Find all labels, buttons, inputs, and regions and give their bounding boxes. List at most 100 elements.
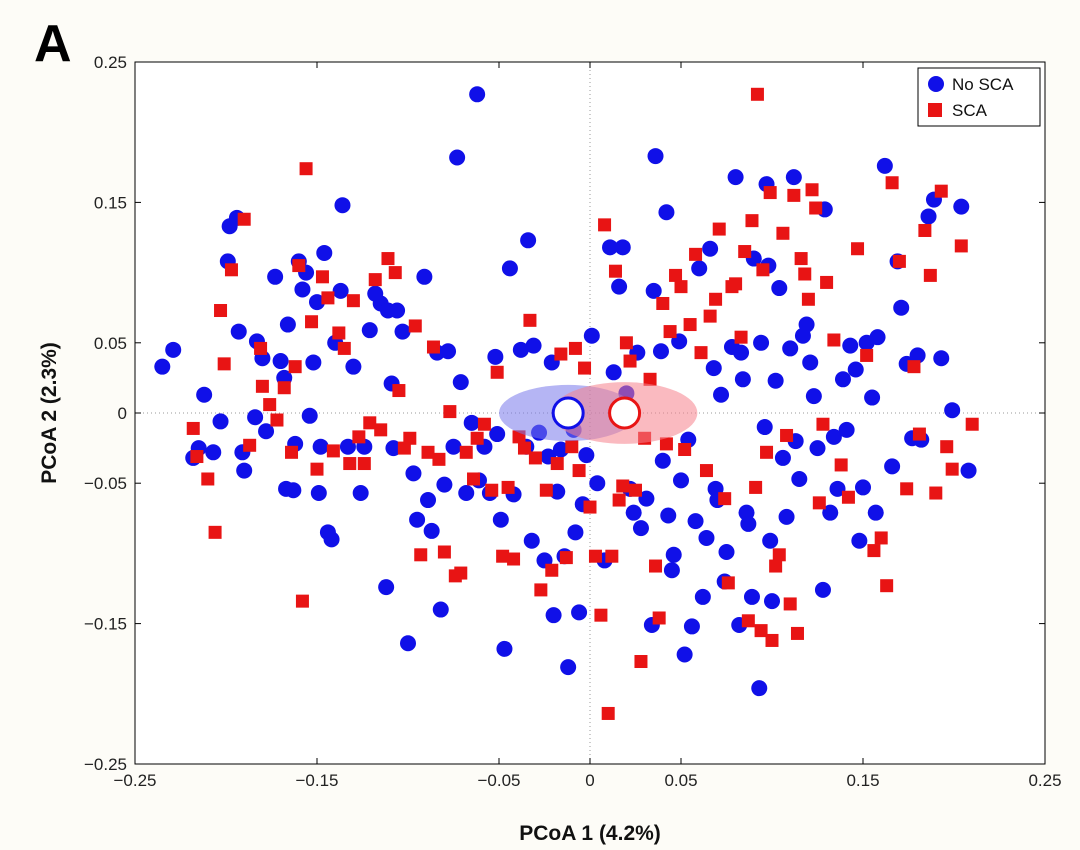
data-point-no-sca: [496, 640, 513, 657]
data-point-no-sca: [611, 278, 628, 295]
data-point-no-sca: [310, 485, 327, 502]
panel-label: A: [34, 15, 72, 73]
data-point-sca: [523, 313, 537, 327]
data-point-sca: [501, 480, 515, 494]
data-point-no-sca: [389, 302, 406, 319]
data-point-no-sca: [864, 389, 881, 406]
data-point-sca: [528, 451, 542, 465]
data-point-sca: [237, 212, 251, 226]
data-point-no-sca: [378, 579, 395, 596]
data-point-no-sca: [944, 402, 961, 419]
data-point-sca: [255, 379, 269, 393]
data-point-no-sca: [663, 562, 680, 579]
data-point-no-sca: [920, 208, 937, 225]
data-point-no-sca: [352, 485, 369, 502]
data-point-no-sca: [469, 86, 486, 103]
data-point-no-sca: [316, 244, 333, 261]
data-point-no-sca: [294, 281, 311, 298]
data-point-sca: [381, 252, 395, 266]
data-point-sca: [326, 444, 340, 458]
data-point-no-sca: [851, 532, 868, 549]
data-point-no-sca: [567, 524, 584, 541]
data-point-no-sca: [869, 329, 886, 346]
data-point-sca: [643, 372, 657, 386]
data-point-sca: [678, 443, 692, 457]
data-point-no-sca: [665, 546, 682, 563]
data-point-no-sca: [165, 341, 182, 358]
data-point-no-sca: [285, 482, 302, 499]
data-point-no-sca: [825, 428, 842, 445]
data-point-no-sca: [733, 344, 750, 361]
data-point-no-sca: [734, 371, 751, 388]
data-point-no-sca: [552, 441, 569, 458]
data-point-no-sca: [525, 337, 542, 354]
data-point-no-sca: [822, 504, 839, 521]
data-point-no-sca: [258, 423, 275, 440]
data-point-sca: [860, 348, 874, 362]
data-point-sca: [756, 263, 770, 277]
data-point-sca: [776, 226, 790, 240]
data-point-sca: [190, 450, 204, 464]
data-point-no-sca: [489, 426, 506, 443]
data-point-no-sca: [791, 470, 808, 487]
data-point-no-sca: [545, 607, 562, 624]
data-point-sca: [254, 341, 268, 355]
data-point-sca: [801, 292, 815, 306]
data-point-sca: [929, 486, 943, 500]
data-point-sca: [712, 222, 726, 236]
data-point-sca: [674, 280, 688, 294]
data-point-no-sca: [501, 260, 518, 277]
data-point-no-sca: [332, 282, 349, 299]
data-point-sca: [694, 346, 708, 360]
data-point-sca: [605, 549, 619, 563]
data-point-no-sca: [691, 260, 708, 277]
data-point-sca: [880, 579, 894, 593]
data-point-no-sca: [523, 532, 540, 549]
data-point-no-sca: [614, 239, 631, 256]
data-point-no-sca: [334, 197, 351, 214]
data-point-sca: [270, 413, 284, 427]
x-tick-label: 0.05: [664, 771, 697, 790]
data-point-no-sca: [743, 588, 760, 605]
x-axis-title: PCoA 1 (4.2%): [519, 822, 661, 845]
data-point-sca: [588, 549, 602, 563]
data-point-no-sca: [909, 347, 926, 364]
data-point-sca: [403, 431, 417, 445]
data-point-sca: [572, 464, 586, 478]
data-point-no-sca: [345, 358, 362, 375]
data-point-sca: [217, 357, 231, 371]
data-point-no-sca: [884, 458, 901, 475]
data-point-no-sca: [718, 543, 735, 560]
data-point-no-sca: [487, 348, 504, 365]
data-point-no-sca: [449, 149, 466, 166]
data-point-sca: [918, 223, 932, 237]
data-point-no-sca: [394, 323, 411, 340]
data-point-sca: [683, 318, 697, 332]
data-point-sca: [790, 626, 804, 640]
legend-label-sca: SCA: [952, 101, 988, 120]
data-point-no-sca: [400, 635, 416, 652]
data-point-sca: [496, 549, 510, 563]
data-point-no-sca: [339, 438, 356, 455]
data-point-no-sca: [463, 414, 480, 431]
data-point-sca: [623, 354, 637, 368]
data-point-sca: [820, 275, 834, 289]
axis-ticks: −0.25 −0.15 −0.05 0 0.05 0.15 0.25 −0.25 −0.15 −0…: [84, 53, 1062, 790]
data-point-sca: [634, 655, 648, 669]
data-point-sca: [214, 304, 228, 318]
data-point-no-sca: [829, 480, 846, 497]
data-point-sca: [934, 184, 948, 198]
data-point-no-sca: [416, 268, 433, 285]
y-tick-label: −0.05: [84, 474, 127, 493]
data-point-no-sca: [740, 515, 757, 532]
data-point-no-sca: [767, 372, 784, 389]
data-point-sca: [305, 315, 319, 329]
centroid-ellipses: [498, 382, 698, 444]
data-point-no-sca: [771, 280, 788, 297]
data-point-sca: [310, 462, 324, 476]
data-point-sca: [368, 273, 382, 287]
x-tick-label: −0.25: [113, 771, 156, 790]
data-point-no-sca: [301, 407, 318, 424]
data-point-sca: [550, 457, 564, 471]
